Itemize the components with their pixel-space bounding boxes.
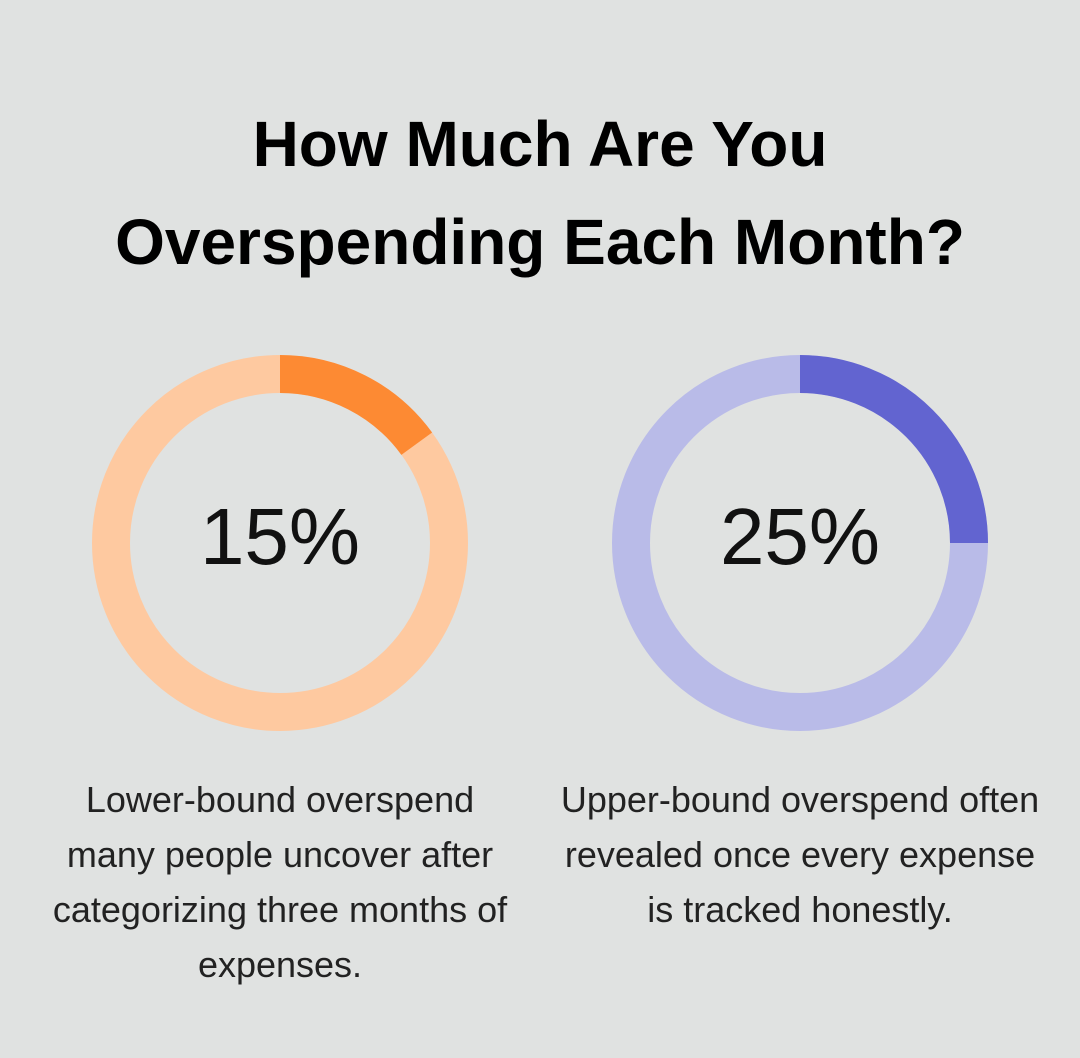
value-label: 25% xyxy=(720,492,880,581)
caption: Lower-bound overspend many people uncove… xyxy=(52,779,508,985)
title: How Much Are You Overspending Each Month… xyxy=(115,108,965,278)
value-label: 15% xyxy=(200,492,360,581)
donut-arc xyxy=(799,355,988,544)
caption: Upper-bound overspend often revealed onc… xyxy=(560,779,1040,930)
donut-arc xyxy=(279,355,433,456)
